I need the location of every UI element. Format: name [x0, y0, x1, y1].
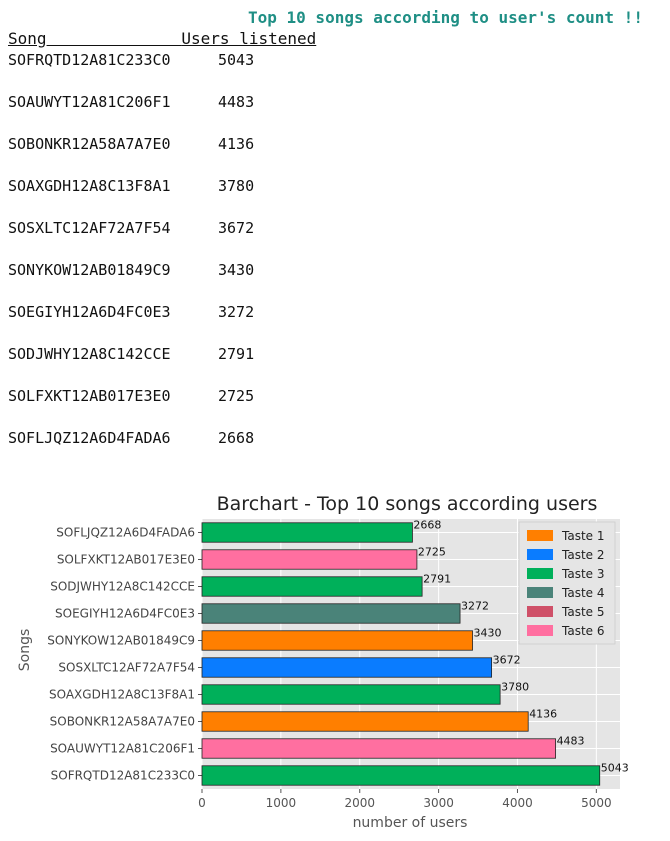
legend-swatch	[527, 606, 553, 617]
legend-label: Taste 5	[561, 605, 605, 619]
legend-box	[518, 521, 616, 645]
song-table: SOFRQTD12A81C233C0 5043 SOAUWYT12A81C206F…	[8, 50, 254, 470]
table-row: SOFRQTD12A81C233C0 5043	[8, 50, 254, 92]
header-spacer	[47, 29, 182, 48]
users-count-cell: 3672	[218, 219, 255, 237]
bar	[201, 684, 501, 705]
legend-label: Taste 2	[561, 548, 605, 562]
data-label: 2668	[413, 519, 441, 532]
y-tick-label: SOFLJQZ12A6D4FADA6	[56, 526, 195, 540]
y-tick-label: SOBONKR12A58A7A7E0	[50, 715, 195, 729]
y-tick-label: SONYKOW12AB01849C9	[47, 634, 195, 648]
chart-title: Barchart - Top 10 songs according users	[217, 493, 598, 515]
users-count-cell: 2725	[218, 387, 255, 405]
legend-swatch	[527, 587, 553, 598]
table-header: Song Users listened	[8, 29, 316, 48]
bar	[201, 630, 473, 651]
song-id-cell: SONYKOW12AB01849C9	[8, 261, 171, 279]
users-count-cell: 4136	[218, 135, 255, 153]
users-count-cell: 5043	[218, 51, 255, 69]
bar	[201, 576, 423, 597]
x-tick-label: 2000	[344, 796, 375, 810]
table-row: SODJWHY12A8C142CCE 2791	[8, 344, 254, 386]
y-tick-label: SOEGIYH12A6D4FC0E3	[55, 607, 195, 621]
users-count-cell: 3430	[218, 261, 255, 279]
bar	[201, 738, 556, 759]
data-label: 5043	[601, 762, 629, 775]
legend-swatch	[527, 568, 553, 579]
song-id-cell: SOBONKR12A58A7A7E0	[8, 135, 171, 153]
song-id-cell: SODJWHY12A8C142CCE	[8, 345, 171, 363]
legend-label: Taste 6	[561, 624, 605, 638]
y-tick-label: SOFRQTD12A81C233C0	[51, 769, 195, 783]
song-id-cell: SOFLJQZ12A6D4FADA6	[8, 429, 171, 447]
table-row: SOAXGDH12A8C13F8A1 3780	[8, 176, 254, 218]
data-label: 3780	[501, 681, 529, 694]
users-count-cell: 2668	[218, 429, 255, 447]
x-tick-label: 3000	[423, 796, 454, 810]
users-count-cell: 4483	[218, 93, 255, 111]
song-id-cell: SOAUWYT12A81C206F1	[8, 93, 171, 111]
data-label: 3430	[474, 627, 502, 640]
song-id-cell: SOEGIYH12A6D4FC0E3	[8, 303, 171, 321]
table-row: SOFLJQZ12A6D4FADA6 2668	[8, 428, 254, 470]
table-row: SOBONKR12A58A7A7E0 4136	[8, 134, 254, 176]
y-tick-label: SOSXLTC12AF72A7F54	[58, 661, 195, 675]
x-tick-label: 0	[198, 796, 206, 810]
bar	[201, 522, 413, 543]
table-row: SOLFXKT12AB017E3E0 2725	[8, 386, 254, 428]
legend-label: Taste 4	[561, 586, 605, 600]
y-tick-label: SODJWHY12A8C142CCE	[50, 580, 195, 594]
legend-swatch	[527, 625, 553, 636]
y-axis-label: Songs	[17, 629, 33, 672]
data-label: 4136	[529, 708, 557, 721]
bar	[201, 711, 529, 732]
y-tick-label: SOAUWYT12A81C206F1	[50, 742, 195, 756]
table-row: SOSXLTC12AF72A7F54 3672	[8, 218, 254, 260]
legend-swatch	[527, 530, 553, 541]
users-column-header: Users listened	[181, 29, 317, 48]
table-row: SOEGIYH12A6D4FC0E3 3272	[8, 302, 254, 344]
data-label: 4483	[557, 735, 585, 748]
x-tick-label: 4000	[502, 796, 533, 810]
table-row: SOAUWYT12A81C206F1 4483	[8, 92, 254, 134]
bar	[201, 765, 601, 786]
legend-label: Taste 3	[561, 567, 605, 581]
song-id-cell: SOLFXKT12AB017E3E0	[8, 387, 171, 405]
data-label: 3672	[493, 654, 521, 667]
x-tick-label: 5000	[581, 796, 612, 810]
legend-label: Taste 1	[561, 529, 605, 543]
x-tick-label: 1000	[266, 796, 297, 810]
data-label: 3272	[461, 600, 489, 613]
table-row: SONYKOW12AB01849C9 3430	[8, 260, 254, 302]
y-tick-label: SOLFXKT12AB017E3E0	[57, 553, 195, 567]
users-count-cell: 3272	[218, 303, 255, 321]
legend-swatch	[527, 549, 553, 560]
bar	[201, 657, 493, 678]
bar-chart: Barchart - Top 10 songs according users …	[17, 493, 629, 831]
data-label: 2791	[423, 573, 451, 586]
y-tick-label: SOAXGDH12A8C13F8A1	[49, 688, 195, 702]
users-count-cell: 2791	[218, 345, 255, 363]
bar	[201, 603, 461, 624]
x-axis-label: number of users	[353, 815, 468, 831]
users-count-cell: 3780	[218, 177, 255, 195]
song-id-cell: SOAXGDH12A8C13F8A1	[8, 177, 171, 195]
song-column-header: Song	[8, 29, 47, 48]
song-id-cell: SOFRQTD12A81C233C0	[8, 51, 171, 69]
data-label: 2725	[418, 546, 446, 559]
song-id-cell: SOSXLTC12AF72A7F54	[8, 219, 171, 237]
page-title: Top 10 songs according to user's count !…	[248, 8, 643, 27]
bar	[201, 549, 418, 570]
